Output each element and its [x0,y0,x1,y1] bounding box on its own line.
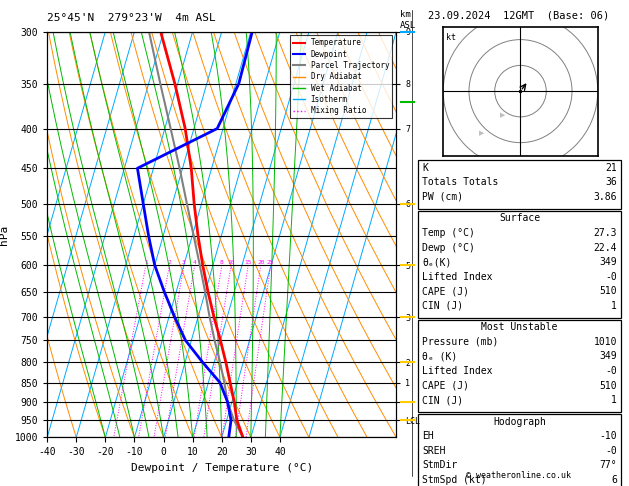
Text: -0: -0 [605,366,617,376]
Text: ▶: ▶ [500,112,505,118]
Text: Dewp (°C): Dewp (°C) [422,243,475,253]
Text: SREH: SREH [422,446,445,456]
Text: 510: 510 [599,381,617,391]
Text: 1: 1 [611,301,617,311]
Text: 3: 3 [182,260,186,265]
Text: kt: kt [446,33,456,42]
Text: 27.3: 27.3 [594,228,617,238]
Text: -10: -10 [599,431,617,441]
Text: 2: 2 [167,260,171,265]
Y-axis label: hPa: hPa [0,225,9,244]
Text: -0: -0 [605,446,617,456]
Text: 25°45'N  279°23'W  4m ASL: 25°45'N 279°23'W 4m ASL [47,14,216,23]
Text: StmDir: StmDir [422,460,457,470]
Text: Hodograph: Hodograph [493,417,546,427]
Text: 510: 510 [599,286,617,296]
Text: PW (cm): PW (cm) [422,192,463,202]
Text: θₑ(K): θₑ(K) [422,257,452,267]
Text: 23.09.2024  12GMT  (Base: 06): 23.09.2024 12GMT (Base: 06) [428,11,610,21]
Text: θₑ (K): θₑ (K) [422,351,457,362]
Text: 36: 36 [605,177,617,188]
Text: 349: 349 [599,351,617,362]
Text: EH: EH [422,431,434,441]
Text: StmSpd (kt): StmSpd (kt) [422,475,487,485]
Text: CIN (J): CIN (J) [422,301,463,311]
Text: 21: 21 [605,163,617,173]
Text: Lifted Index: Lifted Index [422,366,493,376]
X-axis label: Dewpoint / Temperature (°C): Dewpoint / Temperature (°C) [131,463,313,473]
Text: Temp (°C): Temp (°C) [422,228,475,238]
Text: 3.86: 3.86 [594,192,617,202]
Text: 6: 6 [611,475,617,485]
Text: Most Unstable: Most Unstable [481,322,558,332]
Text: 4: 4 [193,260,197,265]
Text: 10: 10 [227,260,235,265]
Text: Pressure (mb): Pressure (mb) [422,337,498,347]
Text: CAPE (J): CAPE (J) [422,381,469,391]
Text: CIN (J): CIN (J) [422,395,463,405]
Text: 1: 1 [144,260,148,265]
Text: 1: 1 [611,395,617,405]
Text: -0: -0 [605,272,617,282]
Text: © weatheronline.co.uk: © weatheronline.co.uk [467,471,571,480]
Text: 25: 25 [267,260,274,265]
Text: CAPE (J): CAPE (J) [422,286,469,296]
Text: 1010: 1010 [594,337,617,347]
Text: 349: 349 [599,257,617,267]
Text: Surface: Surface [499,213,540,224]
Text: 77°: 77° [599,460,617,470]
Text: 8: 8 [220,260,224,265]
Legend: Temperature, Dewpoint, Parcel Trajectory, Dry Adiabat, Wet Adiabat, Isotherm, Mi: Temperature, Dewpoint, Parcel Trajectory… [290,35,392,118]
Text: K: K [422,163,428,173]
Text: Lifted Index: Lifted Index [422,272,493,282]
Text: Totals Totals: Totals Totals [422,177,498,188]
Text: 15: 15 [245,260,252,265]
Text: km
ASL: km ASL [400,10,416,30]
Text: 20: 20 [257,260,265,265]
Text: 22.4: 22.4 [594,243,617,253]
Text: ▶: ▶ [479,130,485,136]
